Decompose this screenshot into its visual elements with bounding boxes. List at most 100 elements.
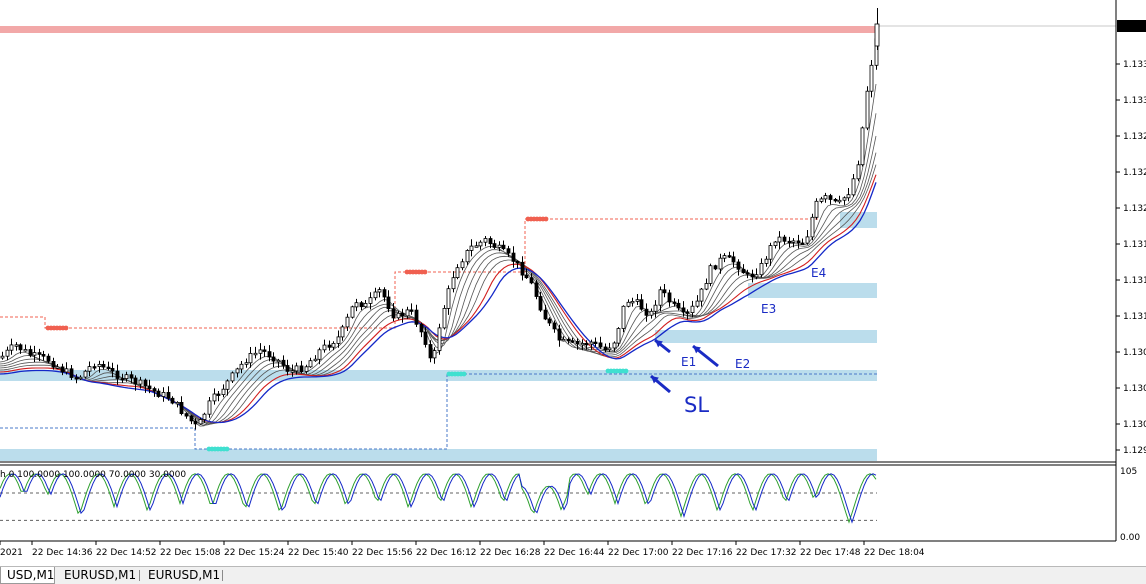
bull-candle: [161, 391, 166, 397]
swing-markers: [45, 216, 629, 452]
resistance-marker-dot: [63, 325, 69, 331]
current-price-label: 1.133: [1120, 22, 1146, 32]
bear-candle: [557, 328, 562, 341]
bull-candle: [248, 352, 253, 364]
candles: [0, 8, 880, 430]
tab-separator: [139, 570, 140, 581]
annotations: E1 E2 E3 E4 SL: [650, 266, 826, 417]
label-e1: E1: [681, 355, 696, 369]
bear-candle: [327, 344, 332, 348]
bull-candle: [805, 236, 810, 244]
price-tick-label: 1.131: [1123, 312, 1146, 322]
time-tick-label: 22 Dec 15:56: [352, 548, 413, 558]
bear-candle: [488, 238, 493, 245]
bull-candle: [396, 312, 401, 319]
support-marker-dot: [623, 368, 629, 374]
bull-candle: [239, 363, 244, 370]
stoploss-zone: [0, 370, 877, 381]
bull-candle: [317, 349, 322, 360]
bull-candle: [846, 194, 851, 199]
bear-candle: [727, 255, 732, 258]
bull-candle: [290, 370, 295, 373]
resistance-band: [0, 26, 877, 33]
bull-candle: [124, 374, 129, 380]
bull-candle: [363, 302, 368, 308]
arrow-e2: [692, 344, 719, 368]
bull-candle: [258, 349, 263, 354]
bull-candle: [768, 245, 773, 260]
bull-candle: [478, 241, 483, 247]
bull-candle: [276, 359, 281, 363]
bull-candle: [354, 302, 359, 308]
bull-candle: [589, 341, 594, 345]
bull-candle: [455, 267, 460, 279]
bear-candle: [428, 344, 433, 359]
time-tick-label: 22 Dec 16:12: [416, 548, 477, 558]
bear-candle: [534, 282, 539, 297]
lower-support-zone: [0, 449, 877, 461]
entry-zone-e1: [655, 330, 877, 343]
time-tick-label: 22 Dec 15:40: [288, 548, 349, 558]
bull-candle: [32, 352, 37, 356]
bull-candle: [649, 310, 654, 316]
bull-candle: [64, 368, 69, 373]
bull-candle: [612, 342, 617, 349]
bear-candle: [787, 240, 792, 244]
bull-candle: [616, 328, 621, 344]
bear-candle: [741, 268, 746, 274]
bear-candle: [736, 261, 741, 270]
bull-candle: [842, 197, 847, 201]
bull-candle: [635, 299, 640, 302]
bear-candle: [796, 240, 801, 244]
bull-candle: [322, 344, 327, 351]
bear-candle: [409, 309, 414, 312]
bull-candle: [221, 388, 226, 396]
bear-candle: [501, 244, 506, 250]
bull-candle: [405, 309, 410, 317]
bull-candle: [704, 283, 709, 290]
indicator-header: h 0 100.0000 100.0000 70.0000 30.0000: [0, 470, 186, 480]
bull-candle: [207, 400, 212, 415]
bear-candle: [156, 390, 161, 397]
bear-candle: [133, 377, 138, 385]
arrow-head: [651, 376, 659, 384]
tab-eurusd-m1-2[interactable]: EURUSD,M1: [142, 567, 222, 584]
bull-candle: [777, 236, 782, 243]
bull-candle: [313, 358, 318, 362]
tab-label: EURUSD,M1: [148, 568, 221, 582]
bear-candle: [147, 385, 152, 389]
bear-candle: [492, 243, 497, 248]
price-tick-label: 1.129: [1123, 446, 1146, 456]
tab-eurusd-m1-1[interactable]: EURUSD,M1: [58, 567, 138, 584]
bull-candle: [718, 257, 723, 270]
bear-candle: [414, 309, 419, 325]
bull-candle: [791, 240, 796, 243]
bear-candle: [51, 360, 56, 368]
bull-candle: [823, 195, 828, 200]
bull-candle: [814, 200, 819, 218]
bear-candle: [189, 415, 194, 422]
resistance-marker-dot: [543, 216, 549, 222]
bear-candle: [382, 289, 387, 298]
bear-candle: [170, 397, 175, 404]
tab-usd-m1[interactable]: USD,M1: [0, 567, 55, 584]
bull-candle: [235, 368, 240, 374]
bull-candle: [336, 336, 341, 344]
bear-candle: [639, 299, 644, 310]
label-sl: SL: [684, 393, 709, 417]
price-tick-label: 1.133: [1123, 96, 1146, 106]
time-tick-label: 22 Dec 18:04: [864, 548, 925, 558]
bull-candle: [437, 327, 442, 351]
bull-candle: [474, 245, 479, 248]
bull-candle: [561, 338, 566, 342]
bull-candle: [451, 277, 456, 290]
support-marker-dot: [461, 371, 467, 377]
bear-candle: [28, 349, 33, 356]
arrow-head: [655, 340, 663, 348]
bull-candle: [331, 342, 336, 348]
bear-candle: [676, 302, 681, 309]
chart-tab-bar: USD,M1 EURUSD,M1 EURUSD,M1: [0, 566, 1146, 584]
bear-candle: [529, 277, 534, 284]
price-tick-label: 1.132: [1123, 132, 1146, 142]
bull-candle: [244, 362, 249, 365]
